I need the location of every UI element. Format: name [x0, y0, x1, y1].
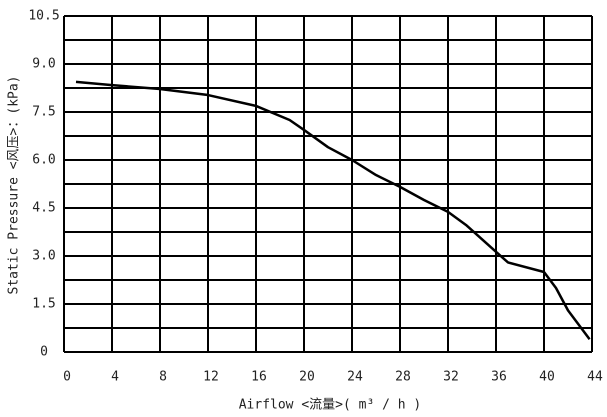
x-tick-label: 12 [203, 370, 219, 385]
x-axis-label: Airflow <流量>( m³ / h ) [239, 398, 422, 413]
x-tick-label: 0 [63, 370, 71, 385]
y-tick-label: 10.5 [28, 9, 59, 24]
x-tick-label: 8 [159, 370, 167, 385]
y-tick-label: 9.0 [32, 57, 55, 72]
x-tick-label: 40 [539, 370, 555, 385]
x-tick-label: 4 [111, 370, 119, 385]
y-tick-label: 3.0 [32, 249, 55, 264]
x-tick-label: 24 [347, 370, 363, 385]
x-tick-label: 20 [299, 370, 315, 385]
y-tick-label: 1.5 [32, 297, 55, 312]
x-tick-label: 36 [491, 370, 507, 385]
y-tick-label: 7.5 [32, 105, 55, 120]
curve [75, 80, 591, 340]
x-tick-label: 32 [443, 370, 459, 385]
x-tick-label: 16 [251, 370, 267, 385]
y-axis-label: Static Pressure <风压>：(kPa) [7, 75, 22, 294]
x-tick-label: 28 [395, 370, 411, 385]
y-tick-label: 0 [40, 345, 48, 360]
y-tick-label: 4.5 [32, 201, 55, 216]
y-tick-label: 6.0 [32, 153, 55, 168]
x-tick-label: 44 [587, 370, 603, 385]
